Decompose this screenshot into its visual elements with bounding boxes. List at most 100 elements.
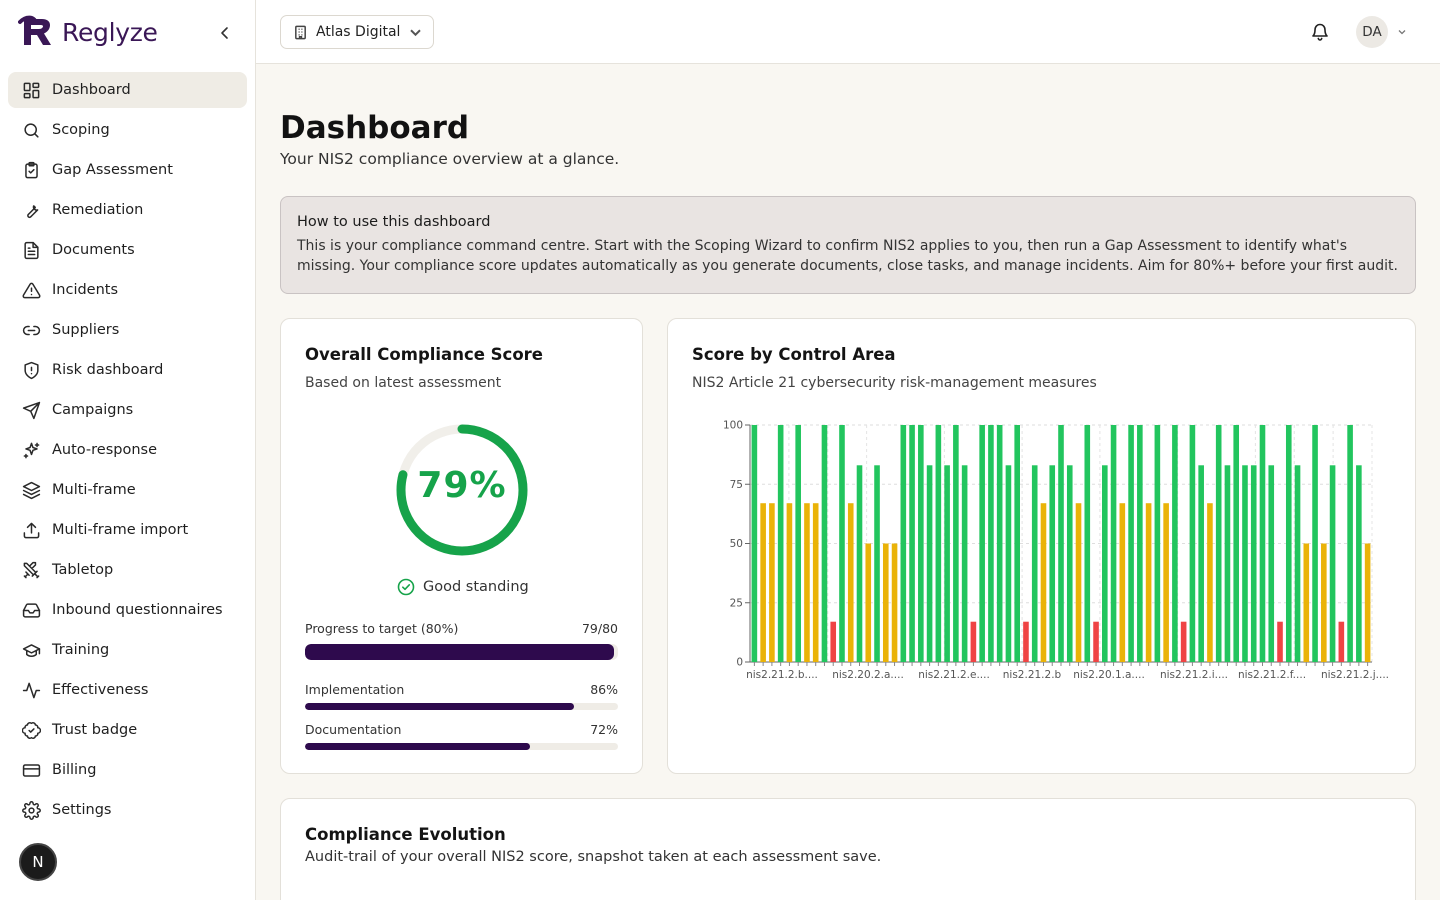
sidebar-item-inbound-questionnaires[interactable]: Inbound questionnaires — [8, 592, 247, 628]
sidebar-item-tabletop[interactable]: Tabletop — [8, 552, 247, 588]
chart-bar — [900, 425, 907, 662]
chart-bar — [777, 425, 784, 662]
card-subtitle: Based on latest assessment — [305, 375, 502, 391]
sidebar-item-label: Effectiveness — [52, 682, 149, 698]
card-title: Overall Compliance Score — [305, 345, 543, 364]
chevron-down-icon[interactable] — [1396, 26, 1408, 38]
sidebar-item-label: Settings — [52, 802, 112, 818]
sidebar-item-settings[interactable]: Settings — [8, 792, 247, 828]
sidebar-item-label: Multi-frame — [52, 482, 136, 498]
sidebar-item-risk-dashboard[interactable]: Risk dashboard — [8, 352, 247, 388]
chart-bar — [909, 425, 915, 662]
chart-bar — [1250, 465, 1257, 662]
sidebar-item-auto-response[interactable]: Auto-response — [8, 432, 247, 468]
chart-bar — [1014, 425, 1020, 662]
sidebar-item-label: Billing — [52, 762, 97, 778]
chart-bar — [865, 543, 872, 662]
chart-bar — [1242, 465, 1248, 662]
chart-bar — [856, 465, 863, 662]
chart-bar — [1294, 465, 1301, 662]
chart-bar — [1102, 465, 1108, 662]
chart-bar — [812, 503, 819, 662]
chart-bar — [1049, 465, 1056, 662]
info-text: This is your compliance command centre. … — [297, 238, 1398, 274]
chart-bar — [1172, 425, 1178, 662]
sidebar-item-label: Suppliers — [52, 322, 120, 338]
chart-bar — [821, 425, 828, 662]
swords-icon — [21, 560, 41, 580]
y-tick-label: 75 — [730, 479, 743, 491]
chart-bar — [953, 425, 959, 662]
bell-icon[interactable] — [1310, 21, 1330, 43]
sidebar-item-billing[interactable]: Billing — [8, 752, 247, 788]
user-avatar[interactable]: DA — [1356, 16, 1388, 48]
sidebar-item-training[interactable]: Training — [8, 632, 247, 668]
sidebar-item-multi-frame-import[interactable]: Multi-frame import — [8, 512, 247, 548]
chart-bar — [988, 425, 994, 662]
sidebar-item-multi-frame[interactable]: Multi-frame — [8, 472, 247, 508]
chart-bar — [1321, 543, 1327, 662]
bar-fill — [305, 743, 531, 750]
chart-bar — [1058, 425, 1064, 662]
chart-bar — [891, 543, 898, 662]
sidebar-item-campaigns[interactable]: Campaigns — [8, 392, 247, 428]
sidebar-item-effectiveness[interactable]: Effectiveness — [8, 672, 247, 708]
collapse-sidebar-button[interactable] — [214, 22, 236, 44]
card-title: Score by Control Area — [692, 345, 896, 364]
chart-bar — [1040, 503, 1047, 662]
score-value: 79% — [417, 465, 507, 506]
chart-bar — [935, 425, 942, 662]
chart-bar — [1137, 425, 1143, 662]
sparkles-icon — [21, 440, 41, 460]
send-icon — [21, 400, 41, 420]
brand[interactable]: Reglyze — [18, 14, 158, 50]
info-callout: How to use this dashboard This is your c… — [280, 196, 1416, 294]
shield-icon — [21, 360, 41, 380]
building-icon — [295, 25, 306, 39]
bar-label: Progress to target (80%) — [305, 621, 459, 636]
chart-bar — [795, 425, 801, 662]
sidebar-item-suppliers[interactable]: Suppliers — [8, 312, 247, 348]
sidebar-item-incidents[interactable]: Incidents — [8, 272, 247, 308]
control-area-card: Score by Control Area NIS2 Article 21 cy… — [667, 318, 1416, 774]
sidebar-item-label: Trust badge — [52, 722, 138, 738]
x-tick-label: nis2.21.2.j.... — [1321, 669, 1389, 681]
sidebar-item-label: Risk dashboard — [52, 362, 164, 378]
sidebar-nav: Dashboard Scoping Gap Assessment Remediatio… — [8, 72, 247, 832]
organization-selector[interactable]: Atlas Digital — [280, 15, 434, 49]
upload-icon — [21, 520, 41, 540]
sidebar-item-label: Multi-frame import — [52, 522, 189, 538]
sidebar-item-gap-assessment[interactable]: Gap Assessment — [8, 152, 247, 188]
sidebar-item-label: Tabletop — [52, 562, 114, 578]
chart-bar — [1180, 621, 1187, 662]
chart-bar — [961, 465, 968, 662]
user-badge[interactable]: N — [19, 843, 57, 881]
sidebar-item-remediation[interactable]: Remediation — [8, 192, 247, 228]
reglyze-logo-icon — [18, 15, 51, 45]
score-gauge — [396, 424, 528, 556]
sidebar-item-dashboard[interactable]: Dashboard — [8, 72, 247, 108]
chart-bar — [1207, 503, 1213, 662]
chart-bar — [1023, 621, 1029, 662]
sidebar-item-scoping[interactable]: Scoping — [8, 112, 247, 148]
sidebar-item-trust-badge[interactable]: Trust badge — [8, 712, 247, 748]
badge-check-icon — [21, 720, 41, 740]
card-title: Compliance Evolution — [305, 825, 506, 844]
x-tick-label: nis2.20.1.a.... — [1073, 669, 1145, 681]
activity-icon — [21, 680, 41, 700]
chevron-down-icon — [410, 29, 422, 36]
chart-bar — [1268, 465, 1275, 662]
chart-bar — [874, 465, 880, 662]
chart-bar — [1005, 465, 1012, 662]
chart-bar — [1119, 503, 1126, 662]
sidebar-item-label: Campaigns — [52, 402, 134, 418]
credit-card-icon — [21, 760, 41, 780]
sidebar-item-label: Inbound questionnaires — [52, 602, 223, 618]
chart-bar — [1189, 425, 1196, 662]
chart-bar — [1356, 465, 1362, 662]
sidebar-item-documents[interactable]: Documents — [8, 232, 247, 268]
chart-bar — [1338, 621, 1345, 662]
chart-bar — [882, 543, 889, 662]
chart-bar — [996, 425, 1003, 662]
wrench-icon — [21, 200, 41, 220]
